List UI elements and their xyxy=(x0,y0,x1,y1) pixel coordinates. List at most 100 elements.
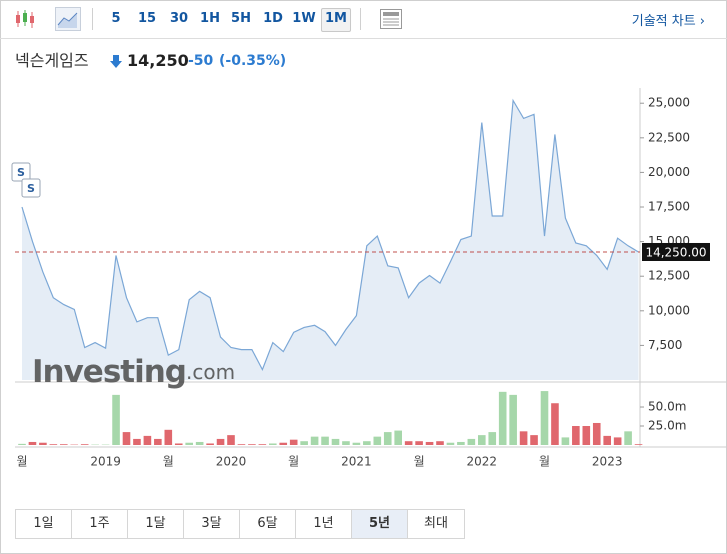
range-button[interactable]: 1달 xyxy=(128,510,184,538)
event-marker xyxy=(11,162,31,182)
price: 14,250 xyxy=(127,51,189,70)
volume-bar xyxy=(446,442,455,445)
interval-button[interactable]: 1M xyxy=(321,8,351,32)
x-tick-label: 월 xyxy=(288,455,299,469)
interval-button[interactable]: 5H xyxy=(231,11,251,26)
volume-bar xyxy=(248,444,256,445)
volume-bar xyxy=(300,441,308,445)
volume-bar xyxy=(613,437,622,445)
volume-bar xyxy=(154,438,162,445)
last-value-box xyxy=(642,242,710,261)
range-button[interactable]: 5년 xyxy=(352,510,408,538)
volume-bar xyxy=(457,441,465,445)
volume-bar xyxy=(133,438,141,445)
event-marker xyxy=(21,178,41,198)
x-tick-label: 월 xyxy=(163,455,174,469)
volume-bar xyxy=(478,435,486,445)
volume-bar xyxy=(383,432,392,445)
volume-bar xyxy=(122,432,131,445)
y-tick-label: 7,500 xyxy=(648,338,682,352)
volume-bar xyxy=(436,441,444,445)
volume-bar xyxy=(342,441,350,445)
toolbar: 기술적 차트 › 5 15 30 1H 5H 1D 1W 1M xyxy=(0,0,727,39)
volume-bar xyxy=(39,442,47,445)
volume-bar xyxy=(216,438,225,445)
separator xyxy=(92,8,93,30)
interval-button[interactable]: 1H xyxy=(200,11,220,26)
volume-bar xyxy=(404,441,413,445)
volume-bar xyxy=(624,431,632,445)
y-tick-label: 20,000 xyxy=(648,165,690,179)
chart: 7,50010,00012,50015,00017,50020,00022,50… xyxy=(11,88,727,469)
volume-bar xyxy=(519,431,528,445)
x-tick-label: 2019 xyxy=(90,455,121,469)
x-tick-label: 월 xyxy=(16,455,27,469)
volume-bar xyxy=(373,436,382,445)
x-tick-label: 2023 xyxy=(592,455,623,469)
volume-bar xyxy=(227,435,235,445)
volume-bar xyxy=(28,441,37,445)
y-tick-label: 25,000 xyxy=(648,96,690,110)
volume-bar xyxy=(49,444,58,445)
x-tick-label: 월 xyxy=(539,455,550,469)
volume-bar xyxy=(592,422,601,445)
volume-bar xyxy=(174,443,183,445)
volume-bar xyxy=(582,426,591,445)
volume-bar xyxy=(164,429,173,445)
watermark-suffix: .com xyxy=(186,360,235,384)
volume-bar xyxy=(269,443,277,445)
volume-bar xyxy=(363,441,371,445)
range-button[interactable]: 1일 xyxy=(16,510,72,538)
interval-button[interactable]: 1W xyxy=(292,11,316,26)
volume-bar xyxy=(60,444,68,445)
volume-bar xyxy=(634,444,643,445)
volume-bar xyxy=(603,435,611,445)
watermark: Investing.com xyxy=(32,354,235,390)
volume-bar xyxy=(498,391,507,445)
volume-bar xyxy=(279,442,288,445)
stock-name: 넥슨게임즈 xyxy=(15,51,89,70)
separator xyxy=(360,8,361,30)
volume-bar xyxy=(185,442,193,445)
volume-bar xyxy=(321,436,329,445)
watermark-main: Investing xyxy=(32,354,186,390)
down-arrow xyxy=(110,55,122,68)
technical-chart-link[interactable]: 기술적 차트 › xyxy=(631,14,705,29)
volume-bar xyxy=(551,403,559,445)
volume-bar xyxy=(258,444,267,445)
volume-bar xyxy=(540,391,549,445)
volume-bar xyxy=(289,439,298,445)
volume-bar xyxy=(509,394,517,445)
volume-bar xyxy=(425,441,434,445)
volume-bar xyxy=(195,441,204,445)
volume-bar xyxy=(488,432,497,445)
area-icon[interactable] xyxy=(55,7,81,31)
range-button[interactable]: 6달 xyxy=(240,510,296,538)
event-marker-label: S xyxy=(17,166,25,179)
volume-bar xyxy=(143,435,152,445)
interval-button[interactable]: 15 xyxy=(137,11,157,26)
range-button[interactable]: 1주 xyxy=(72,510,128,538)
volume-bar xyxy=(415,441,423,445)
range-button[interactable]: 1년 xyxy=(296,510,352,538)
x-tick-label: 2020 xyxy=(216,455,247,469)
volume-bar xyxy=(237,444,246,445)
interval-button[interactable]: 30 xyxy=(169,11,189,26)
indicator-icon[interactable] xyxy=(380,9,402,29)
volume-bar xyxy=(18,443,26,445)
volume-bar xyxy=(352,442,361,445)
interval-button[interactable]: 5 xyxy=(111,11,121,26)
range-button[interactable]: 최대 xyxy=(424,516,448,531)
volume-bar xyxy=(530,435,538,445)
candlestick-icon[interactable] xyxy=(14,9,36,29)
volume-bar xyxy=(112,394,120,445)
y-tick-label: 50.0m xyxy=(648,400,686,414)
volume-bar xyxy=(331,438,340,445)
event-marker-label: S xyxy=(27,182,35,195)
interval-button[interactable]: 1D xyxy=(263,11,283,26)
range-button[interactable]: 3달 xyxy=(184,510,240,538)
volume-bar xyxy=(80,444,89,445)
volume-bar xyxy=(310,436,319,445)
last-value-label: 14,250.00 xyxy=(645,245,706,259)
